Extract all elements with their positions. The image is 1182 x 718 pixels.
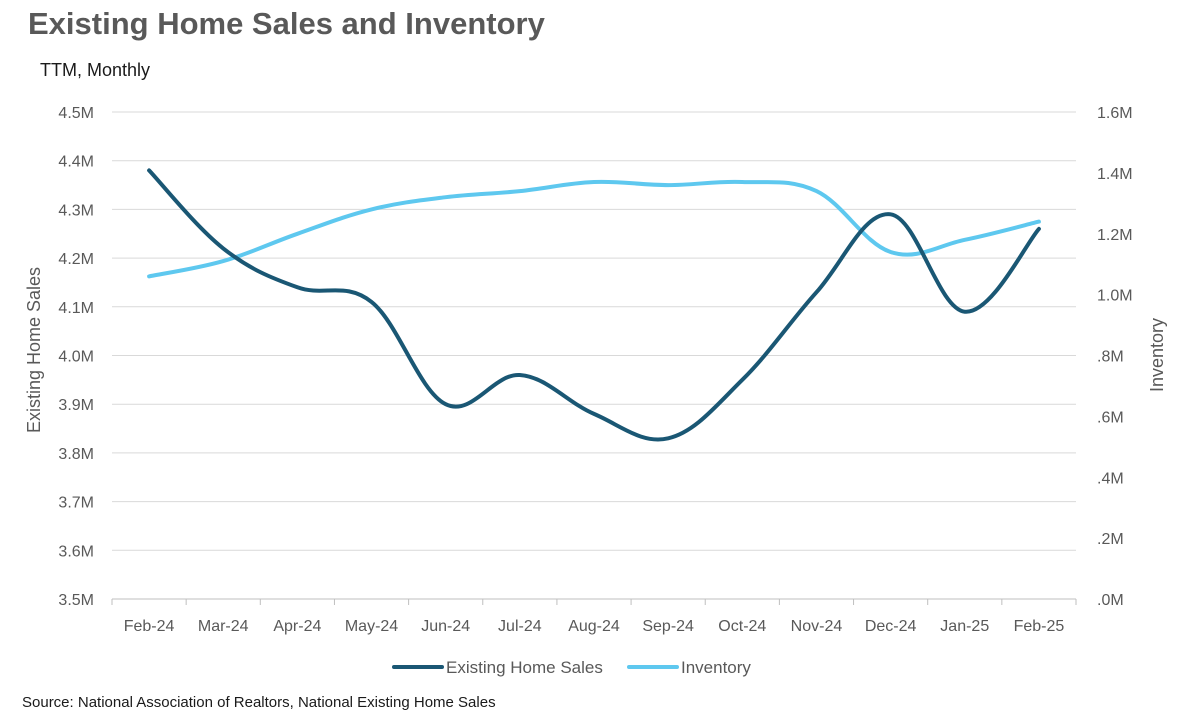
y-tick-label: 4.1M — [58, 300, 94, 317]
y-tick-label: 3.6M — [58, 543, 94, 560]
x-tick-label: Mar-24 — [198, 618, 249, 635]
y2-tick-label: .4M — [1097, 470, 1124, 487]
x-tick-label: Oct-24 — [718, 618, 766, 635]
y-tick-label: 4.2M — [58, 251, 94, 268]
x-axis: Feb-24 Mar-24 Apr-24 May-24 Jun-24 Jul-24 Aug-… — [111, 598, 1077, 635]
chart-subtitle: TTM, Monthly — [40, 60, 151, 80]
y-tick-label: 3.7M — [58, 495, 94, 512]
y-tick-label: 3.8M — [58, 446, 94, 463]
x-tick-label: Aug-24 — [568, 618, 620, 635]
y-tick-label: 3.9M — [58, 397, 94, 414]
x-tick-label: Apr-24 — [273, 618, 321, 635]
y-axis-right: .0M .2M .4M .6M .8M 1.0M 1.2M 1.4M 1.6M — [1097, 105, 1133, 609]
x-tick-label: Jun-24 — [421, 618, 470, 635]
y2-tick-label: 1.6M — [1097, 105, 1133, 122]
x-tick-label: Dec-24 — [865, 618, 917, 635]
y-tick-label: 4.0M — [58, 349, 94, 366]
gridlines — [112, 111, 1076, 551]
series-line-inventory — [147, 179, 1041, 279]
x-tick-label: Feb-24 — [124, 618, 175, 635]
y-tick-label: 4.3M — [58, 202, 94, 219]
y2-tick-label: .2M — [1097, 531, 1124, 548]
y2-tick-label: 1.2M — [1097, 227, 1133, 244]
y-axis-title: Existing Home Sales — [24, 267, 44, 433]
x-tick-label: Feb-25 — [1014, 618, 1065, 635]
y-axis-left: 3.5M 3.6M 3.7M 3.8M 3.9M 4.0M 4.1M 4.2M 4.3M 4.4M… — [58, 105, 94, 609]
y-tick-label: 3.5M — [58, 592, 94, 609]
series-line-existing-home-sales — [147, 168, 1041, 442]
legend: Existing Home Sales Inventory — [392, 658, 751, 677]
y2-tick-label: .6M — [1097, 409, 1124, 426]
x-tick-label: Nov-24 — [791, 618, 843, 635]
y2-tick-label: .8M — [1097, 349, 1124, 366]
x-tick-label: May-24 — [345, 618, 398, 635]
y2-tick-label: 1.0M — [1097, 288, 1133, 305]
legend-inventory-label: Inventory — [681, 658, 751, 677]
x-tick-label: Jul-24 — [498, 618, 542, 635]
source-note: Source: National Association of Realtors… — [22, 694, 496, 711]
x-tick-label: Sep-24 — [642, 618, 694, 635]
y2-axis-title: Inventory — [1147, 318, 1167, 392]
chart-title: Existing Home Sales and Inventory — [28, 6, 545, 41]
legend-existing-home-sales-label: Existing Home Sales — [446, 658, 603, 677]
y-tick-label: 4.5M — [58, 105, 94, 122]
x-tick-label: Jan-25 — [940, 618, 989, 635]
y2-tick-label: 1.4M — [1097, 166, 1133, 183]
chart-plot: Feb-24 Mar-24 Apr-24 May-24 Jun-24 Jul-24 Aug-… — [24, 105, 1167, 677]
series-lines — [147, 168, 1041, 442]
y2-tick-label: .0M — [1097, 592, 1124, 609]
y-tick-label: 4.4M — [58, 154, 94, 171]
